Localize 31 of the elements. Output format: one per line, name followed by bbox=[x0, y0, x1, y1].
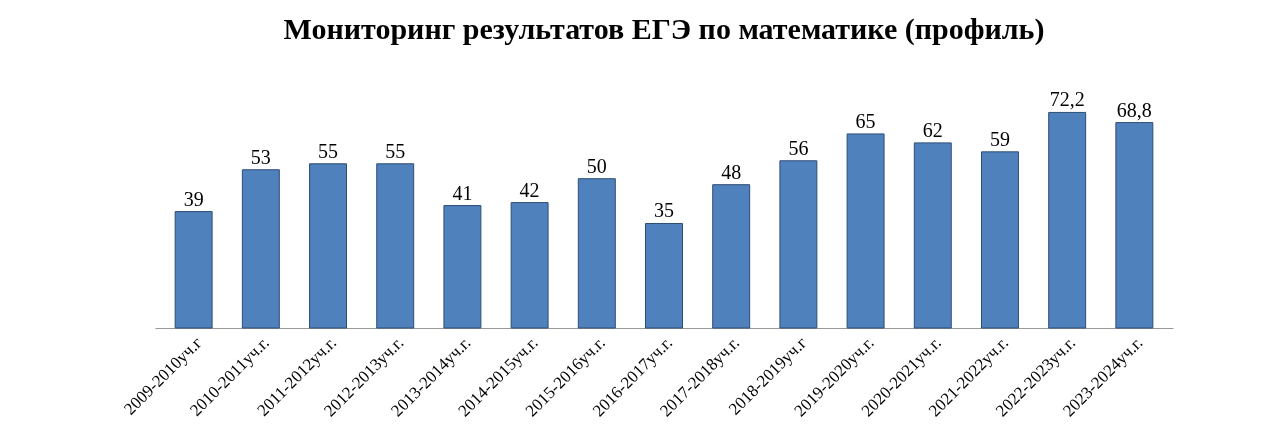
data-label: 59 bbox=[989, 127, 1010, 150]
bar bbox=[645, 223, 683, 329]
bar bbox=[913, 142, 952, 329]
bar bbox=[376, 163, 415, 329]
data-label: 35 bbox=[654, 199, 674, 222]
data-label: 53 bbox=[250, 145, 271, 168]
data-label: 56 bbox=[788, 136, 809, 159]
data-label: 42 bbox=[519, 178, 540, 201]
bar bbox=[1048, 111, 1087, 329]
chart-title: Мониторинг результатов ЕГЭ по математике (профиль) bbox=[283, 12, 1045, 46]
data-label: 62 bbox=[922, 118, 943, 141]
data-label: 48 bbox=[721, 160, 742, 183]
data-label: 50 bbox=[586, 154, 607, 177]
data-label: 72,2 bbox=[1049, 88, 1085, 111]
bar bbox=[712, 184, 751, 329]
data-label: 41 bbox=[452, 181, 473, 204]
bar bbox=[174, 211, 213, 329]
data-label: 65 bbox=[855, 109, 876, 132]
bar bbox=[309, 163, 347, 329]
bar bbox=[779, 160, 818, 329]
bar bbox=[241, 169, 280, 329]
bar bbox=[981, 151, 1019, 329]
data-label: 68,8 bbox=[1116, 98, 1152, 121]
bar bbox=[846, 133, 885, 329]
bar bbox=[1115, 122, 1154, 329]
data-label: 55 bbox=[385, 139, 406, 162]
bar bbox=[510, 202, 549, 329]
data-label: 55 bbox=[318, 139, 339, 162]
data-label: 39 bbox=[183, 187, 204, 210]
bar bbox=[577, 178, 616, 329]
bar bbox=[443, 205, 482, 329]
